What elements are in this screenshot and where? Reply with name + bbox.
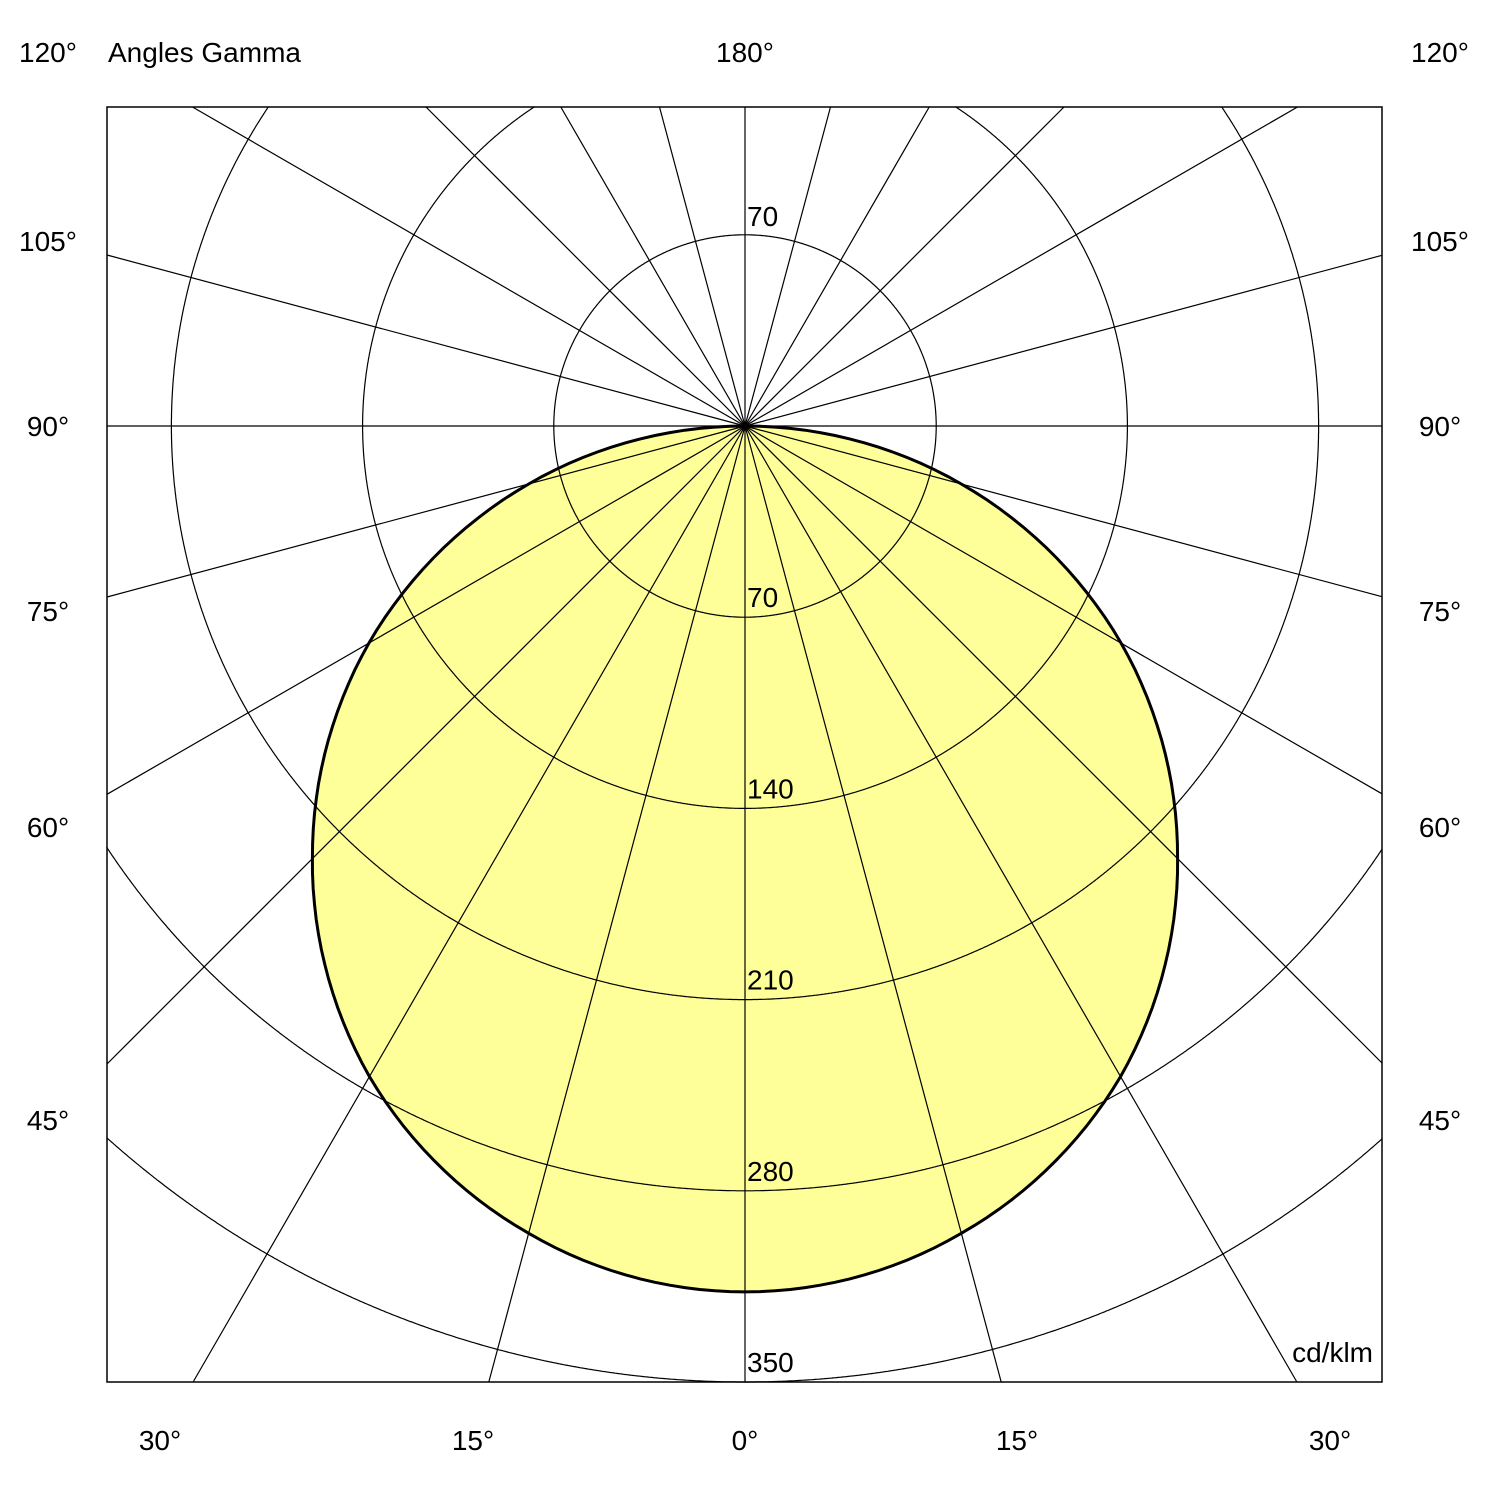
chart-title: Angles Gamma: [108, 37, 301, 68]
ring-label-350: 350: [747, 1347, 794, 1378]
radial-line: [106, 425, 746, 598]
left-angle-label: 75°: [27, 596, 69, 627]
right-angle-label: 90°: [1419, 411, 1461, 442]
top-angle-label: 180°: [716, 37, 774, 68]
radial-line: [744, 254, 1383, 427]
radial-line: [658, 106, 746, 427]
radial-line: [106, 425, 746, 1065]
left-angle-label: 105°: [19, 226, 77, 257]
intensity-curve: [310, 424, 1180, 1294]
left-angle-label: 45°: [27, 1105, 69, 1136]
bottom-angle-label: 30°: [139, 1425, 181, 1456]
right-angle-label: 45°: [1419, 1105, 1461, 1136]
radial-line: [192, 106, 746, 427]
ring-label-280: 280: [747, 1156, 794, 1187]
radial-line: [560, 106, 746, 427]
right-angle-label: 105°: [1411, 226, 1469, 257]
bottom-angle-label: 30°: [1309, 1425, 1351, 1456]
bottom-angle-label: 15°: [452, 1425, 494, 1456]
left-angle-label: 120°: [19, 37, 77, 68]
ring-label-210: 210: [747, 965, 794, 996]
right-angle-label: 60°: [1419, 812, 1461, 843]
bottom-angle-label: 15°: [996, 1425, 1038, 1456]
radial-line: [744, 106, 1065, 427]
ring-label-140: 140: [747, 773, 794, 804]
plot-frame: [106, 106, 1383, 1383]
radial-line: [744, 106, 1298, 427]
radial-line: [106, 254, 746, 427]
bottom-angle-label: 0°: [732, 1425, 759, 1456]
radial-line: [192, 425, 746, 1383]
radial-line: [744, 106, 832, 427]
ring-140: [362, 106, 1128, 809]
ring-210: [170, 106, 1320, 1001]
unit-label: cd/klm: [1292, 1337, 1373, 1368]
ring-350: [106, 1137, 1383, 1383]
radial-line: [744, 425, 1383, 598]
top-ring-label: 70: [747, 201, 778, 232]
left-angle-label: 60°: [27, 812, 69, 843]
right-angle-label: 120°: [1411, 37, 1469, 68]
radial-line: [744, 106, 930, 427]
radial-line: [744, 425, 1298, 1383]
ring-label-70: 70: [747, 582, 778, 613]
left-angle-label: 90°: [27, 411, 69, 442]
radial-line: [744, 425, 1002, 1383]
right-angle-label: 75°: [1419, 596, 1461, 627]
radial-line: [744, 425, 1383, 1064]
radial-line: [106, 425, 746, 795]
radial-line: [744, 425, 1383, 795]
radial-line: [425, 106, 746, 427]
radial-line: [488, 425, 746, 1383]
